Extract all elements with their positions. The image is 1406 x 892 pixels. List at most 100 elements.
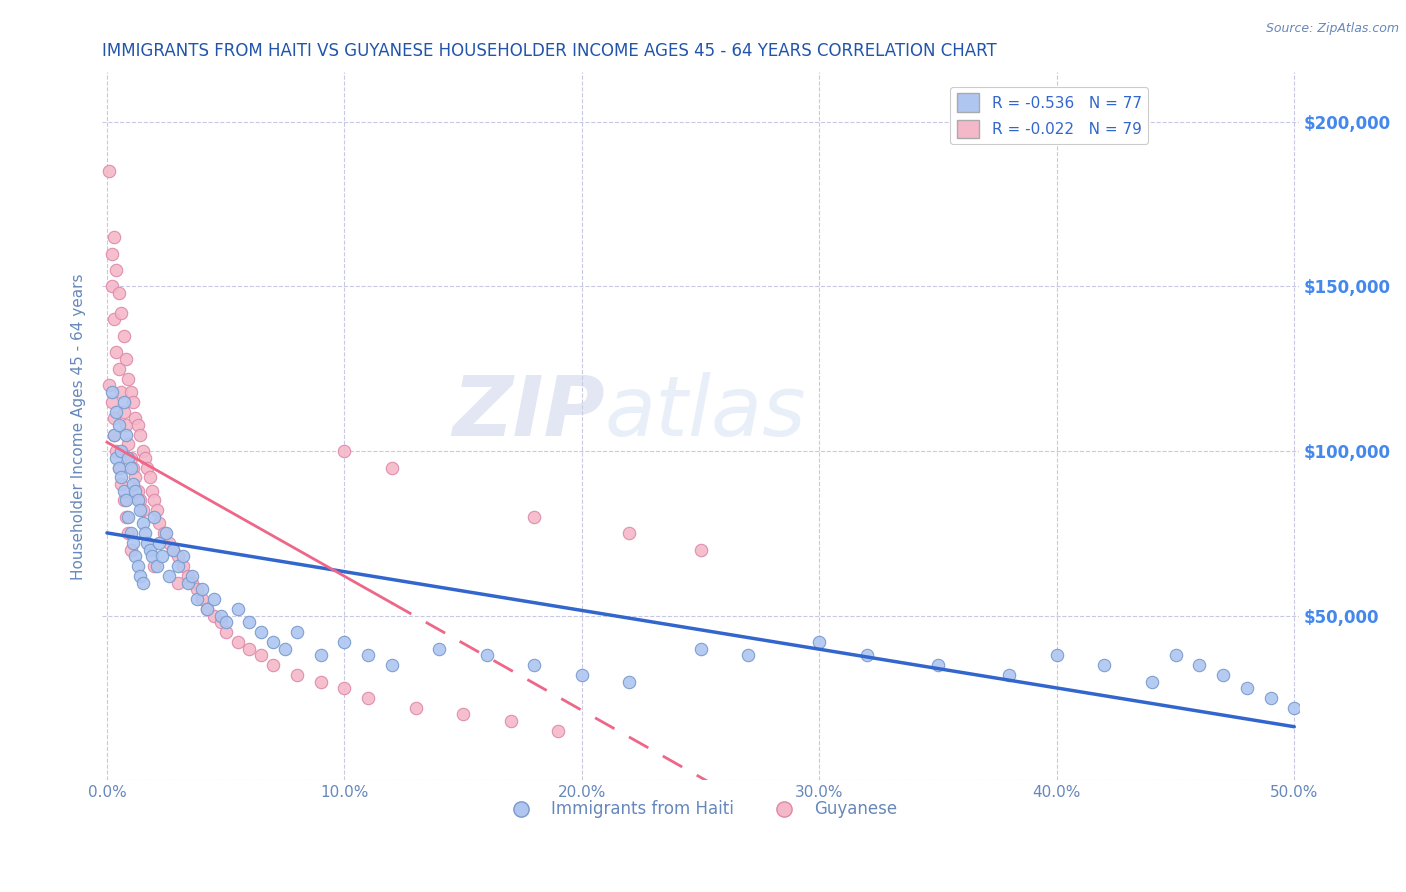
Point <box>105 263 128 277</box>
Point <box>110 306 132 320</box>
Point <box>148 536 170 550</box>
Point <box>120 542 142 557</box>
Point <box>146 559 169 574</box>
Point <box>122 536 145 550</box>
Text: atlas: atlas <box>605 372 807 453</box>
Point <box>191 582 214 597</box>
Point <box>120 526 142 541</box>
Point <box>124 470 146 484</box>
Point <box>148 516 170 531</box>
Point <box>122 460 145 475</box>
Point <box>124 483 146 498</box>
Point <box>110 470 132 484</box>
Point <box>112 483 135 498</box>
Point <box>129 503 152 517</box>
Point <box>238 615 260 630</box>
Point <box>131 503 153 517</box>
Point <box>162 542 184 557</box>
Point <box>153 526 176 541</box>
Point <box>285 668 308 682</box>
Point <box>309 674 332 689</box>
Point <box>1188 658 1211 673</box>
Point <box>202 592 225 607</box>
Point <box>131 516 153 531</box>
Point <box>131 575 153 590</box>
Point <box>117 526 139 541</box>
Point <box>475 648 498 663</box>
Point <box>143 509 166 524</box>
Point <box>405 701 427 715</box>
Point <box>143 493 166 508</box>
Point <box>167 549 190 564</box>
Point <box>309 648 332 663</box>
Point <box>381 460 404 475</box>
Point <box>186 582 208 597</box>
Point <box>195 602 218 616</box>
Point <box>357 648 380 663</box>
Text: Source: ZipAtlas.com: Source: ZipAtlas.com <box>1265 22 1399 36</box>
Point <box>117 509 139 524</box>
Point <box>112 328 135 343</box>
Point <box>523 509 546 524</box>
Point <box>381 658 404 673</box>
Point <box>172 559 194 574</box>
Point <box>176 575 198 590</box>
Point <box>141 483 163 498</box>
Point <box>127 559 149 574</box>
Point <box>451 707 474 722</box>
Point <box>105 404 128 418</box>
Point <box>250 648 273 663</box>
Point <box>138 542 160 557</box>
Point <box>103 312 125 326</box>
Point <box>103 230 125 244</box>
Point <box>110 477 132 491</box>
Point <box>129 569 152 583</box>
Point <box>357 690 380 705</box>
Text: ZIP: ZIP <box>453 372 605 453</box>
Point <box>619 526 641 541</box>
Point <box>110 384 132 399</box>
Point <box>124 411 146 425</box>
Point <box>115 427 138 442</box>
Point <box>115 493 138 508</box>
Point <box>262 635 284 649</box>
Point <box>333 444 356 458</box>
Point <box>108 361 131 376</box>
Y-axis label: Householder Income Ages 45 - 64 years: Householder Income Ages 45 - 64 years <box>72 273 86 580</box>
Point <box>115 417 138 432</box>
Point <box>998 668 1021 682</box>
Point <box>215 625 238 640</box>
Point <box>108 460 131 475</box>
Point <box>108 285 131 300</box>
Point <box>103 427 125 442</box>
Point <box>131 444 153 458</box>
Point <box>167 575 190 590</box>
Point <box>138 470 160 484</box>
Point <box>172 549 194 564</box>
Point <box>333 635 356 649</box>
Text: IMMIGRANTS FROM HAITI VS GUYANESE HOUSEHOLDER INCOME AGES 45 - 64 YEARS CORRELAT: IMMIGRANTS FROM HAITI VS GUYANESE HOUSEH… <box>103 42 997 60</box>
Point <box>202 608 225 623</box>
Point <box>209 608 232 623</box>
Point <box>238 641 260 656</box>
Point <box>1284 701 1306 715</box>
Point <box>429 641 451 656</box>
Point <box>112 493 135 508</box>
Point <box>226 602 249 616</box>
Point <box>108 417 131 432</box>
Point <box>98 164 121 178</box>
Point <box>100 279 122 293</box>
Point <box>122 394 145 409</box>
Point <box>129 493 152 508</box>
Point <box>127 493 149 508</box>
Point <box>117 437 139 451</box>
Point <box>122 477 145 491</box>
Point <box>105 444 128 458</box>
Point <box>134 450 156 465</box>
Point <box>124 549 146 564</box>
Point <box>157 536 180 550</box>
Point <box>112 404 135 418</box>
Point <box>150 549 173 564</box>
Point <box>689 641 711 656</box>
Legend: Immigrants from Haiti, Guyanese: Immigrants from Haiti, Guyanese <box>498 794 904 825</box>
